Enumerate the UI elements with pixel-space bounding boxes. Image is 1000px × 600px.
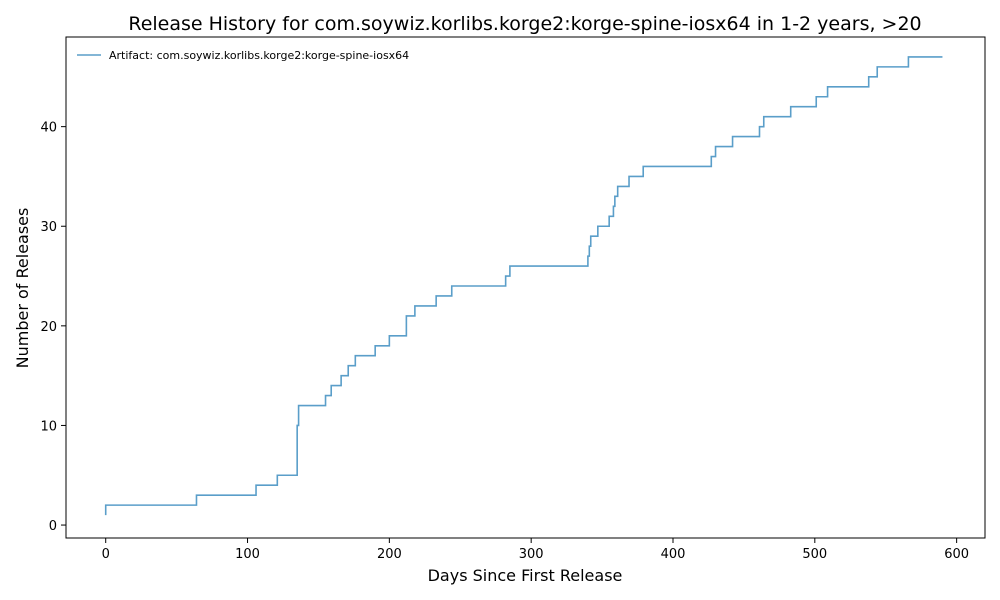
legend-entry-label: Artifact: com.soywiz.korlibs.korge2:korg… <box>109 49 409 62</box>
x-tick-label: 600 <box>944 547 969 562</box>
x-tick-label: 300 <box>519 547 544 562</box>
x-axis-label: Days Since First Release <box>428 566 623 585</box>
y-tick-label: 40 <box>40 121 57 136</box>
series-layer <box>104 56 943 516</box>
x-tick-label: 0 <box>102 547 110 562</box>
y-tick-label: 10 <box>40 419 57 434</box>
chart-title: Release History for com.soywiz.korlibs.k… <box>128 13 921 35</box>
series-line-0 <box>104 56 943 516</box>
plot-frame <box>65 36 986 539</box>
x-tick-label: 200 <box>377 547 402 562</box>
x-tick-label: 500 <box>802 547 827 562</box>
y-tick-label: 0 <box>49 519 57 534</box>
y-tick-label: 20 <box>40 320 57 335</box>
legend: Artifact: com.soywiz.korlibs.korge2:korg… <box>77 49 409 62</box>
y-tick-label: 30 <box>40 220 57 235</box>
x-tick-label: 100 <box>235 547 260 562</box>
y-axis-label: Number of Releases <box>13 208 32 369</box>
y-axis-ticks: 0 10 20 30 40 <box>40 121 66 534</box>
x-axis-ticks: 0 100 200 300 400 500 600 <box>102 538 969 562</box>
x-tick-label: 400 <box>661 547 686 562</box>
